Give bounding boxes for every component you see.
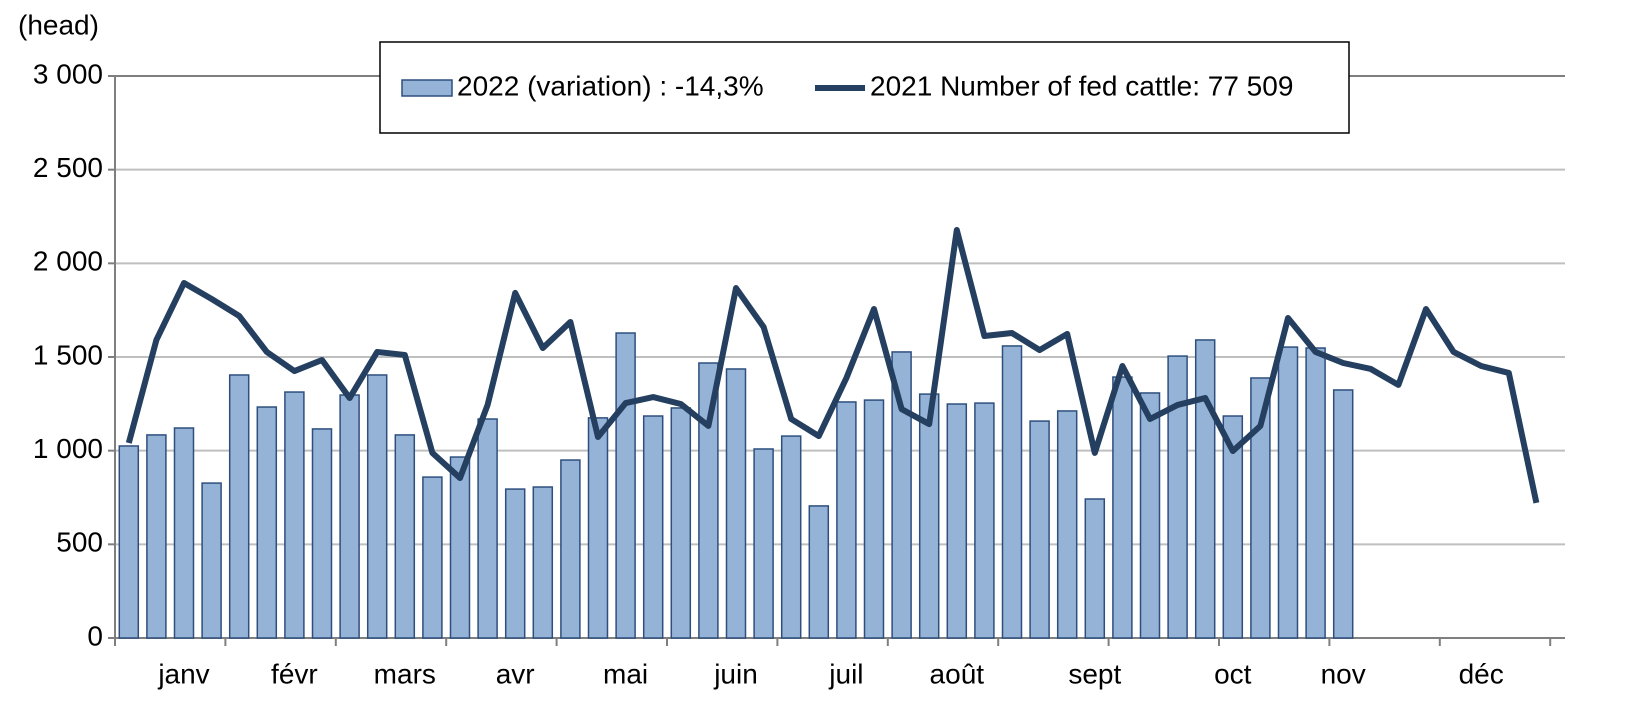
legend-label: 2022 (variation) : -14,3% (457, 70, 764, 101)
bar (560, 459, 581, 639)
legend-label: 2021 Number of fed cattle: 77 509 (870, 70, 1293, 101)
bar (1277, 346, 1299, 639)
bar (1029, 420, 1050, 639)
bar (477, 418, 498, 639)
bar (808, 505, 830, 639)
x-tick-label: mars (374, 658, 436, 689)
bar (422, 476, 443, 639)
y-tick-label: 500 (56, 527, 103, 558)
bar (1194, 339, 1216, 639)
bar (753, 448, 774, 639)
bar (339, 394, 360, 639)
y-tick-label: 2 000 (33, 246, 103, 277)
bar (615, 332, 636, 639)
bar (118, 445, 140, 639)
y-tick-label: 0 (87, 620, 103, 651)
bar (1167, 355, 1188, 639)
x-tick-label: juil (828, 658, 863, 689)
bar (228, 374, 250, 639)
y-tick-label: 2 500 (33, 152, 103, 183)
x-tick-label: juin (713, 658, 758, 689)
x-tick-label: févr (271, 658, 318, 689)
bar (863, 399, 885, 639)
bar (946, 403, 968, 639)
bar (1084, 498, 1106, 639)
x-tick-label: déc (1459, 658, 1504, 689)
bar (1305, 347, 1326, 639)
bar (366, 374, 388, 639)
x-tick-label: sept (1068, 658, 1121, 689)
bar (836, 401, 857, 639)
bar (284, 391, 305, 639)
bar (1139, 392, 1161, 639)
bar (449, 456, 471, 639)
bar (1250, 377, 1271, 639)
x-tick-label: janv (157, 658, 209, 689)
bar (587, 417, 609, 639)
line (125, 226, 1540, 504)
y-axis-label: (head) (18, 9, 99, 40)
bar (642, 415, 664, 639)
legend-swatch (401, 79, 453, 97)
bar (1332, 389, 1354, 639)
bar (1056, 410, 1078, 639)
bar (725, 368, 747, 639)
bar (504, 488, 526, 639)
x-tick-label: nov (1321, 658, 1366, 689)
y-tick-label: 3 000 (33, 58, 103, 89)
x-tick-label: avr (496, 658, 535, 689)
bar (146, 434, 167, 639)
bar (201, 482, 222, 639)
bar (698, 362, 719, 639)
bar (532, 486, 554, 639)
bar (394, 434, 416, 639)
bar (256, 406, 278, 639)
y-tick-label: 1 000 (33, 433, 103, 464)
bar (918, 393, 940, 639)
bar (891, 351, 912, 639)
bar (311, 428, 333, 639)
bar (780, 435, 802, 639)
bar (974, 402, 995, 639)
bar (1001, 345, 1023, 639)
x-tick-label: mai (603, 658, 648, 689)
bar (1222, 415, 1244, 639)
x-tick-label: oct (1214, 658, 1252, 689)
x-tick-label: août (930, 658, 985, 689)
bar (1112, 376, 1133, 639)
y-tick-label: 1 500 (33, 339, 103, 370)
bar (173, 427, 195, 639)
bar (670, 407, 692, 639)
